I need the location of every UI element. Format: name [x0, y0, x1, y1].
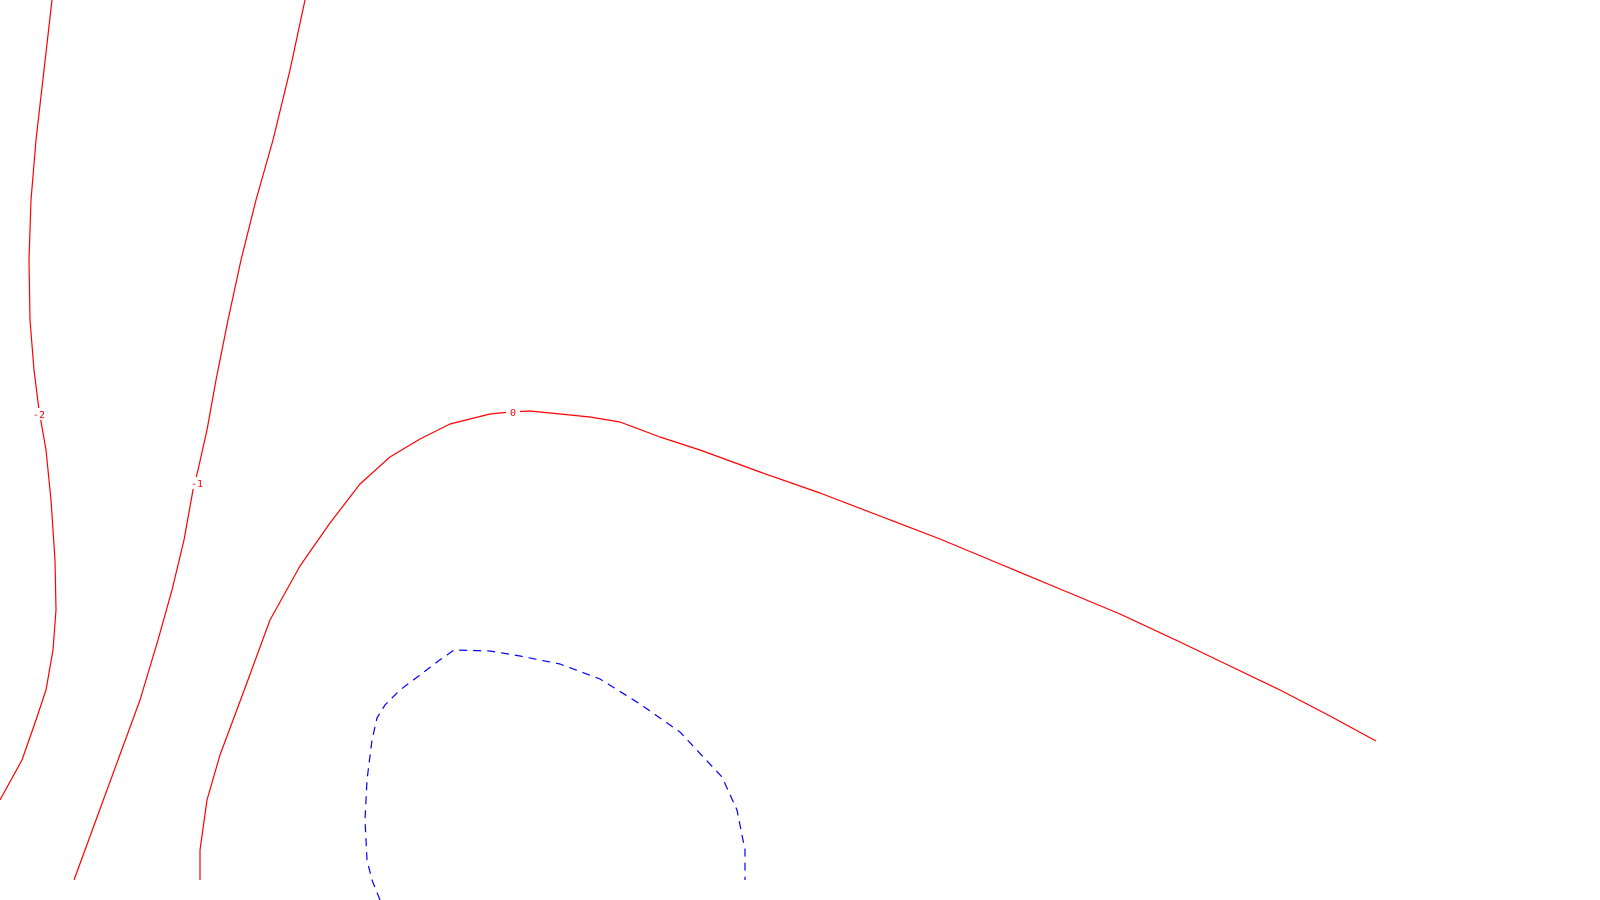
contour-label-0: 0 [510, 408, 516, 419]
contour-layer: -2 -1 0 [0, 0, 1377, 900]
contour-label-gap [190, 477, 204, 489]
contour-label--2: -2 [33, 410, 45, 421]
contour-label--1: -1 [191, 479, 203, 490]
contour-label-gap [506, 406, 520, 418]
contour-line-0 [199, 410, 1377, 880]
contour-label-gap [32, 408, 46, 420]
contour-line-dashed [364, 649, 746, 900]
contour-line--1 [73, 0, 306, 881]
contour-line--2 [0, 0, 57, 801]
